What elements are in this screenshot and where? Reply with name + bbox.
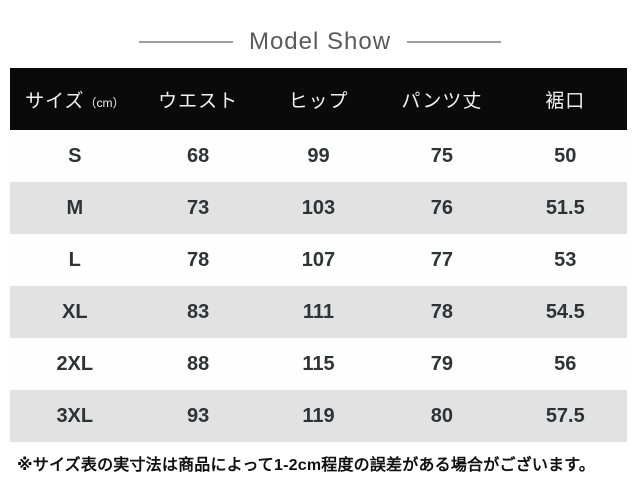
header-size: サイズ（cm） bbox=[10, 68, 140, 130]
measurement-cell: 75 bbox=[430, 144, 453, 167]
measurement-cell: 80 bbox=[430, 404, 453, 427]
header-hip: ヒップ bbox=[288, 90, 349, 112]
header-pants-length: パンツ丈 bbox=[401, 90, 483, 112]
measurement-cell: 51.5 bbox=[545, 196, 585, 219]
measurement-cell: 68 bbox=[187, 144, 210, 167]
measurement-cell: 107 bbox=[301, 248, 336, 271]
table-row: 2XL 88 115 79 56 bbox=[10, 338, 627, 390]
measurement-cell: 76 bbox=[430, 196, 453, 219]
measurement-cell: 103 bbox=[301, 196, 336, 219]
table-row: 3XL 93 119 80 57.5 bbox=[10, 390, 627, 442]
measurement-cell: 50 bbox=[554, 144, 577, 167]
table-row: M 73 103 76 51.5 bbox=[10, 182, 627, 234]
measurement-cell: 78 bbox=[430, 300, 453, 323]
measurement-cell: 56 bbox=[554, 352, 577, 375]
measurement-cell: 57.5 bbox=[545, 404, 585, 427]
measurement-cell: 99 bbox=[307, 144, 330, 167]
size-cell: XL bbox=[62, 300, 88, 323]
table-header-row: サイズ（cm） ウエスト ヒップ パンツ丈 裾口 bbox=[10, 68, 627, 130]
measurement-cell: 93 bbox=[187, 404, 210, 427]
header-waist: ウエスト bbox=[158, 90, 239, 112]
measurement-cell: 88 bbox=[187, 352, 210, 375]
header-hem: 裾口 bbox=[545, 90, 586, 112]
measurement-cell: 79 bbox=[430, 352, 453, 375]
size-cell: 3XL bbox=[56, 404, 94, 427]
header-size-unit: （cm） bbox=[84, 95, 125, 110]
title-right-rule bbox=[407, 41, 502, 43]
measurement-cell: 53 bbox=[554, 248, 577, 271]
measurement-cell: 77 bbox=[430, 248, 453, 271]
measurement-cell: 111 bbox=[302, 300, 335, 323]
size-cell: M bbox=[66, 196, 84, 219]
title-left-rule bbox=[138, 41, 233, 43]
measurement-cell: 115 bbox=[302, 352, 335, 375]
measurement-cell: 83 bbox=[187, 300, 210, 323]
size-table-body: S 68 99 75 50 M 73 103 76 51.5 L 78 107 77 53 XL 83 111 78… bbox=[10, 130, 627, 442]
size-chart-table: サイズ（cm） ウエスト ヒップ パンツ丈 裾口 S 68 99 75 50 M 73 103… bbox=[10, 68, 627, 442]
size-cell: 2XL bbox=[56, 352, 94, 375]
measurement-cell: 73 bbox=[187, 196, 210, 219]
size-cell: S bbox=[68, 144, 82, 167]
header-size-label: サイズ bbox=[25, 90, 85, 112]
section-title-row: Model Show bbox=[0, 0, 640, 57]
table-row: XL 83 111 78 54.5 bbox=[10, 286, 627, 338]
table-row: L 78 107 77 53 bbox=[10, 234, 627, 286]
measurement-cell: 54.5 bbox=[545, 300, 585, 323]
size-disclaimer-note: ※サイズ表の実寸法は商品によって1-2cm程度の誤差がある場合がございます。 bbox=[17, 457, 596, 474]
table-row: S 68 99 75 50 bbox=[10, 130, 627, 182]
size-cell: L bbox=[68, 248, 81, 271]
measurement-cell: 78 bbox=[187, 248, 210, 271]
measurement-cell: 119 bbox=[302, 404, 335, 427]
page-title: Model Show bbox=[248, 28, 392, 55]
